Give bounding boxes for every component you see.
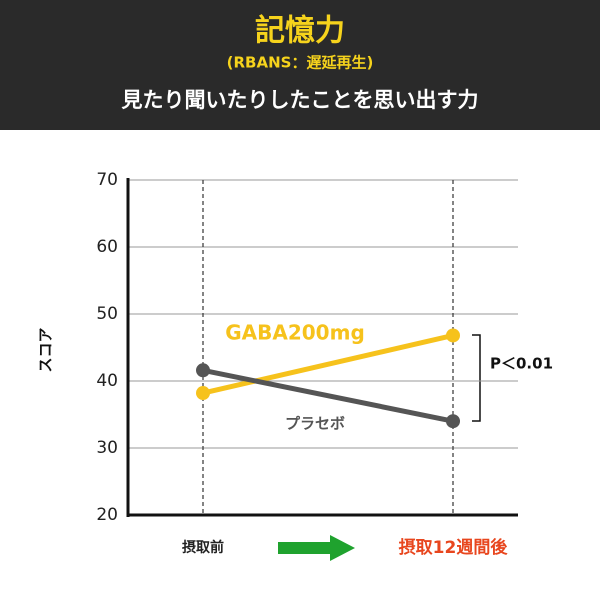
chart-description: 見たり聞いたりしたことを思い出す力	[122, 88, 479, 112]
data-point	[196, 386, 210, 401]
y-tick-label: 30	[96, 438, 118, 458]
y-axis-label: スコア	[37, 327, 55, 372]
x-tick-label: 摂取12週間後	[399, 537, 509, 558]
data-point	[446, 328, 460, 343]
series-label: プラセボ	[285, 415, 345, 433]
y-tick-label: 70	[96, 170, 118, 190]
y-tick-label: 20	[96, 505, 118, 525]
y-tick-label: 40	[96, 371, 118, 391]
annotation: P＜0.01	[490, 355, 553, 373]
series-line	[202, 333, 454, 396]
arrow	[278, 535, 355, 561]
series-line	[202, 367, 454, 424]
y-tick-label: 50	[96, 304, 118, 324]
y-tick-label: 60	[96, 237, 118, 257]
header-bg	[0, 0, 600, 130]
significance-bracket	[472, 334, 481, 422]
data-point	[446, 414, 460, 429]
data-point	[196, 363, 210, 378]
chart-title: 記憶力	[255, 14, 345, 49]
series-label: GABA200mg	[225, 321, 365, 345]
x-tick-label: 摂取前	[182, 539, 224, 556]
chart-subtitle: (RBANS：遅延再生)	[227, 54, 374, 72]
